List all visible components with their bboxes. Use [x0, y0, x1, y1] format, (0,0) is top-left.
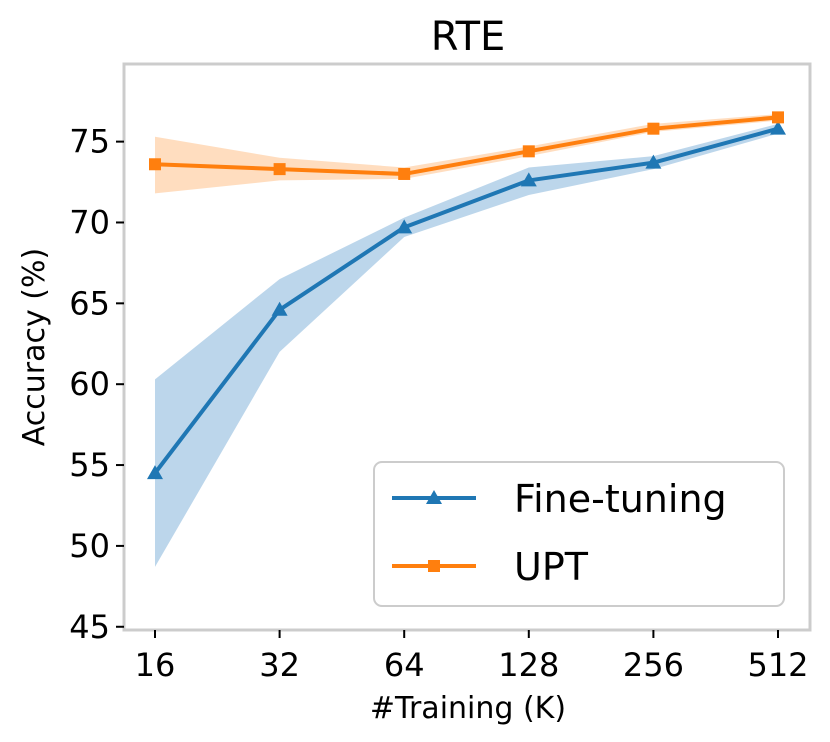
y-tick-label: 55 — [69, 446, 110, 484]
legend-fine-tuning-label: Fine-tuning — [514, 477, 727, 521]
y-tick-label: 45 — [69, 608, 110, 646]
fine-tuning-point — [396, 219, 413, 234]
y-axis-ticks: 45 50 55 60 65 70 75 — [69, 123, 124, 646]
fine-tuning-point — [520, 172, 537, 187]
upt-line — [154, 115, 779, 176]
fine-tuning-band — [155, 123, 778, 567]
upt-point — [273, 163, 286, 176]
series-lines — [153, 115, 779, 475]
x-tick-label: 512 — [747, 646, 808, 684]
upt-point — [149, 158, 161, 171]
upt-point — [772, 111, 784, 124]
x-tick-label: 256 — [623, 646, 684, 684]
fine-tuning-line — [153, 126, 779, 475]
y-tick-label: 65 — [69, 284, 110, 322]
legend-upt-marker — [428, 560, 440, 572]
y-tick-label: 75 — [69, 123, 110, 161]
x-tick-label: 128 — [498, 646, 559, 684]
y-tick-label: 60 — [69, 365, 110, 403]
fine-tuning-point — [645, 154, 662, 169]
x-axis-ticks: 16 32 64 128 256 512 — [135, 630, 809, 684]
fine-tuning-point — [147, 465, 163, 480]
upt-point — [522, 145, 535, 158]
legend-box — [373, 461, 785, 607]
x-tick-label: 32 — [259, 646, 300, 684]
y-tick-label: 70 — [69, 203, 110, 241]
y-tick-label: 50 — [69, 527, 110, 565]
x-tick-label: 64 — [384, 646, 425, 684]
plot-frame — [122, 62, 812, 632]
fine-tuning-point — [271, 301, 288, 316]
x-tick-label: 16 — [135, 646, 176, 684]
legend-fine-tuning-marker — [426, 490, 442, 504]
fine-tuning-point — [770, 120, 786, 135]
upt-point — [398, 167, 411, 180]
series-markers — [147, 111, 786, 480]
legend-upt-label: UPT — [514, 545, 589, 589]
legend: Fine-tuning UPT — [373, 461, 785, 607]
x-axis-label: #Training (K) — [370, 691, 566, 726]
upt-point — [647, 122, 660, 135]
chart-title: RTE — [431, 14, 506, 60]
y-axis-label: Accuracy (%) — [17, 248, 52, 446]
